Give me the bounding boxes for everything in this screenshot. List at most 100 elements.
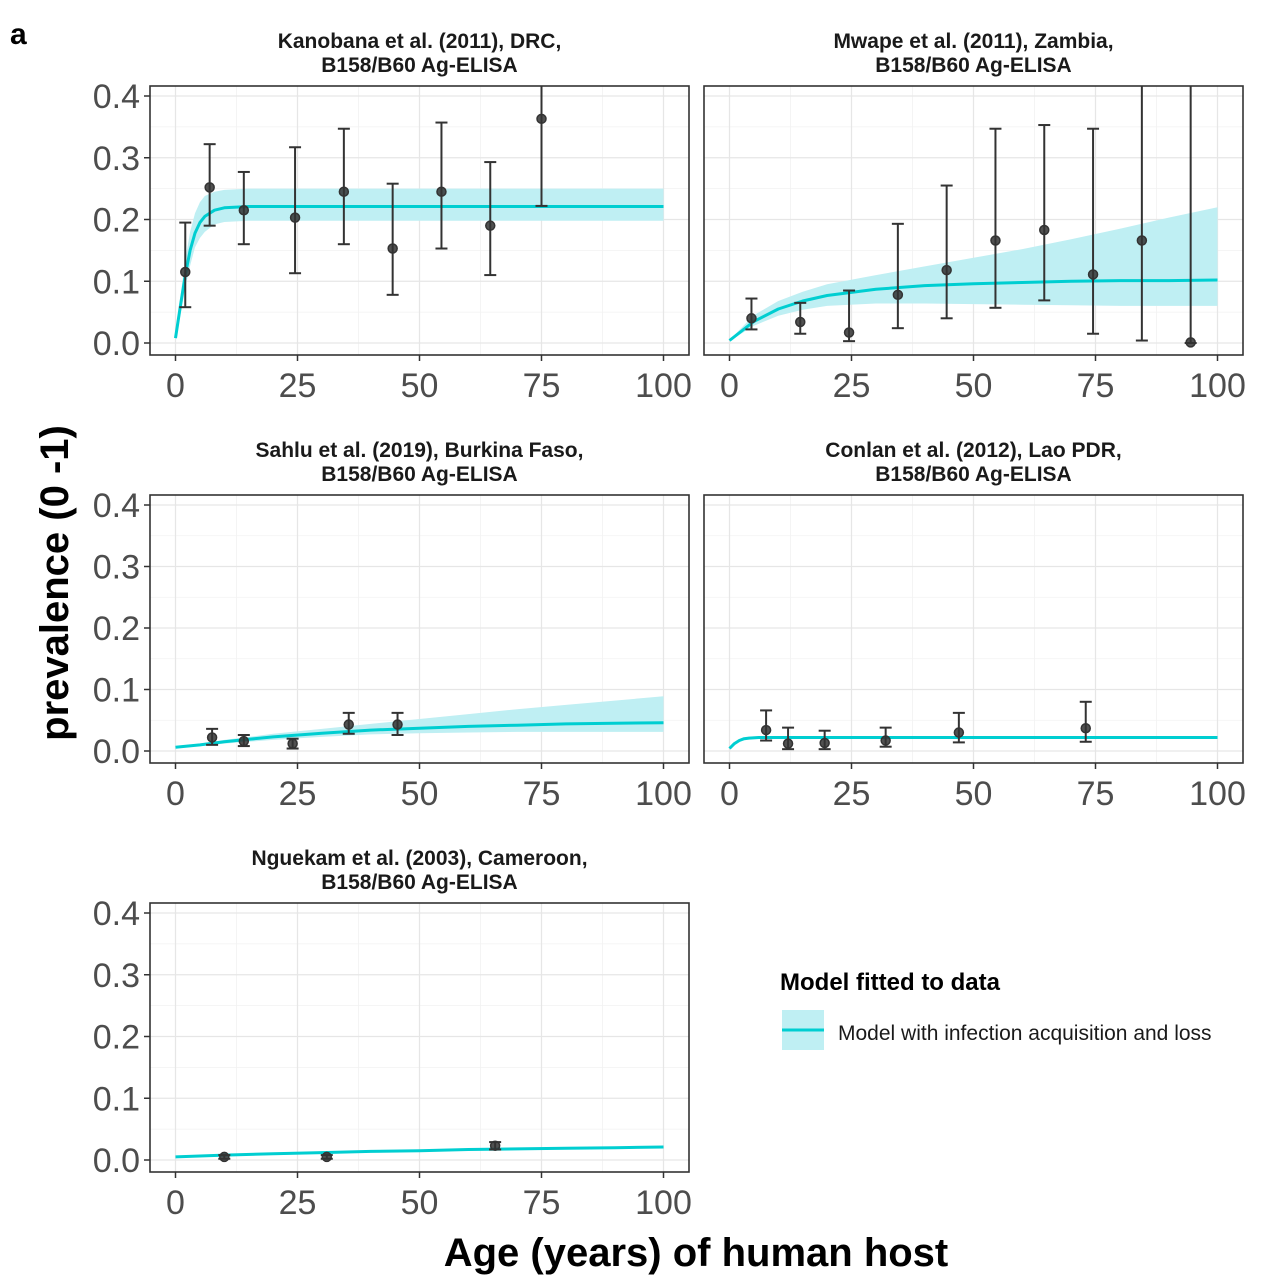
data-point <box>286 737 299 750</box>
data-point <box>391 711 404 737</box>
legend-entry: Model with infection acquisition and los… <box>838 1022 1212 1045</box>
point-marker <box>782 738 794 749</box>
panel-5: Nguekam et al. (2003), Cameroon,B158/B60… <box>93 847 692 1222</box>
data-point <box>760 709 773 742</box>
panel-subtitle: B158/B60 Ag-ELISA <box>321 54 517 77</box>
y-tick-label: 0.2 <box>93 1019 140 1057</box>
point-marker <box>204 182 215 193</box>
x-tick-label: 50 <box>955 775 993 813</box>
x-tick-label: 25 <box>833 775 871 813</box>
y-tick-label: 0.3 <box>93 140 140 178</box>
panel-2: Mwape et al. (2011), Zambia,B158/B60 Ag-… <box>703 30 1246 405</box>
x-tick-label: 50 <box>401 367 439 405</box>
data-point <box>818 729 831 751</box>
x-tick-label: 25 <box>279 1184 317 1222</box>
legend: Model fitted to data Model with infectio… <box>780 969 1212 1050</box>
point-marker <box>892 289 904 301</box>
data-point <box>1038 124 1051 302</box>
y-tick-label: 0.3 <box>93 549 140 587</box>
plot-area <box>728 86 1218 348</box>
x-tick-label: 0 <box>166 775 185 813</box>
point-marker <box>489 1140 501 1152</box>
y-tick-label: 0.0 <box>93 325 140 363</box>
point-marker <box>746 313 757 324</box>
data-point <box>891 222 904 330</box>
panel-subtitle: B158/B60 Ag-ELISA <box>875 54 1071 77</box>
point-marker <box>321 1151 333 1163</box>
x-tick-label: 75 <box>1077 775 1115 813</box>
y-tick-label: 0.1 <box>93 263 140 301</box>
data-point <box>218 1151 231 1163</box>
y-axis-title: prevalence (0 -1) <box>33 425 77 741</box>
point-marker <box>536 113 547 125</box>
panel-title: Sahlu et al. (2019), Burkina Faso, <box>256 439 584 462</box>
panel-subtitle: B158/B60 Ag-ELISA <box>321 463 517 486</box>
x-tick-label: 100 <box>635 775 692 813</box>
point-marker <box>180 266 191 278</box>
data-point <box>745 297 758 331</box>
x-axis-title: Age (years) of human host <box>444 1231 949 1275</box>
data-point <box>237 734 250 748</box>
point-marker <box>941 264 952 276</box>
x-tick-label: 0 <box>720 775 739 813</box>
plot-area <box>174 86 664 340</box>
point-marker <box>953 727 965 738</box>
panel-title: Nguekam et al. (2003), Cameroon, <box>251 847 587 870</box>
data-point <box>337 127 350 246</box>
data-point <box>206 727 219 746</box>
data-point <box>1184 86 1197 348</box>
x-tick-label: 75 <box>523 1184 561 1222</box>
fit-line <box>728 736 1218 750</box>
point-marker <box>1080 722 1091 734</box>
y-tick-label: 0.4 <box>93 78 140 116</box>
point-marker <box>238 204 250 216</box>
plot-area <box>175 696 664 750</box>
data-point <box>342 711 355 735</box>
x-tick-label: 50 <box>401 1184 439 1222</box>
point-marker <box>795 316 806 328</box>
point-marker <box>219 1151 230 1163</box>
x-tick-label: 75 <box>1077 367 1115 405</box>
y-tick-label: 0.0 <box>93 1142 140 1180</box>
panel-4: Conlan et al. (2012), Lao PDR,B158/B60 A… <box>703 439 1246 813</box>
point-marker <box>990 235 1001 246</box>
data-point <box>952 711 965 744</box>
data-point <box>237 170 250 246</box>
data-point <box>386 182 399 296</box>
x-tick-label: 100 <box>1189 775 1246 813</box>
data-point <box>203 143 216 227</box>
data-point <box>489 1140 502 1152</box>
plot-area <box>175 1140 664 1163</box>
y-tick-label: 0.0 <box>93 733 140 771</box>
x-tick-label: 100 <box>1189 367 1246 405</box>
data-point <box>320 1151 333 1163</box>
point-marker <box>392 719 403 730</box>
data-point <box>782 726 795 751</box>
x-tick-label: 0 <box>166 1184 185 1222</box>
data-point <box>1079 700 1092 743</box>
x-tick-label: 100 <box>635 367 692 405</box>
panels: Kanobana et al. (2011), DRC,B158/B60 Ag-… <box>93 30 1246 1222</box>
fit-line <box>175 1145 664 1159</box>
plot-area <box>728 700 1218 751</box>
point-marker <box>1039 224 1050 236</box>
point-marker <box>819 737 830 749</box>
data-point <box>843 289 856 343</box>
point-marker <box>1087 269 1099 280</box>
x-tick-label: 25 <box>833 367 871 405</box>
data-point <box>435 121 448 250</box>
data-point <box>289 146 302 275</box>
point-marker <box>387 243 398 254</box>
point-marker <box>1185 337 1196 348</box>
panel-title: Kanobana et al. (2011), DRC, <box>278 30 562 53</box>
panel-title: Mwape et al. (2011), Zambia, <box>833 30 1113 53</box>
x-tick-label: 0 <box>166 367 185 405</box>
y-tick-label: 0.4 <box>93 487 140 525</box>
data-point <box>535 86 548 207</box>
x-tick-label: 50 <box>955 367 993 405</box>
y-tick-label: 0.1 <box>93 672 140 710</box>
point-marker <box>206 732 218 743</box>
legend-title: Model fitted to data <box>780 969 1001 996</box>
data-point <box>794 301 807 335</box>
y-tick-label: 0.2 <box>93 610 140 648</box>
